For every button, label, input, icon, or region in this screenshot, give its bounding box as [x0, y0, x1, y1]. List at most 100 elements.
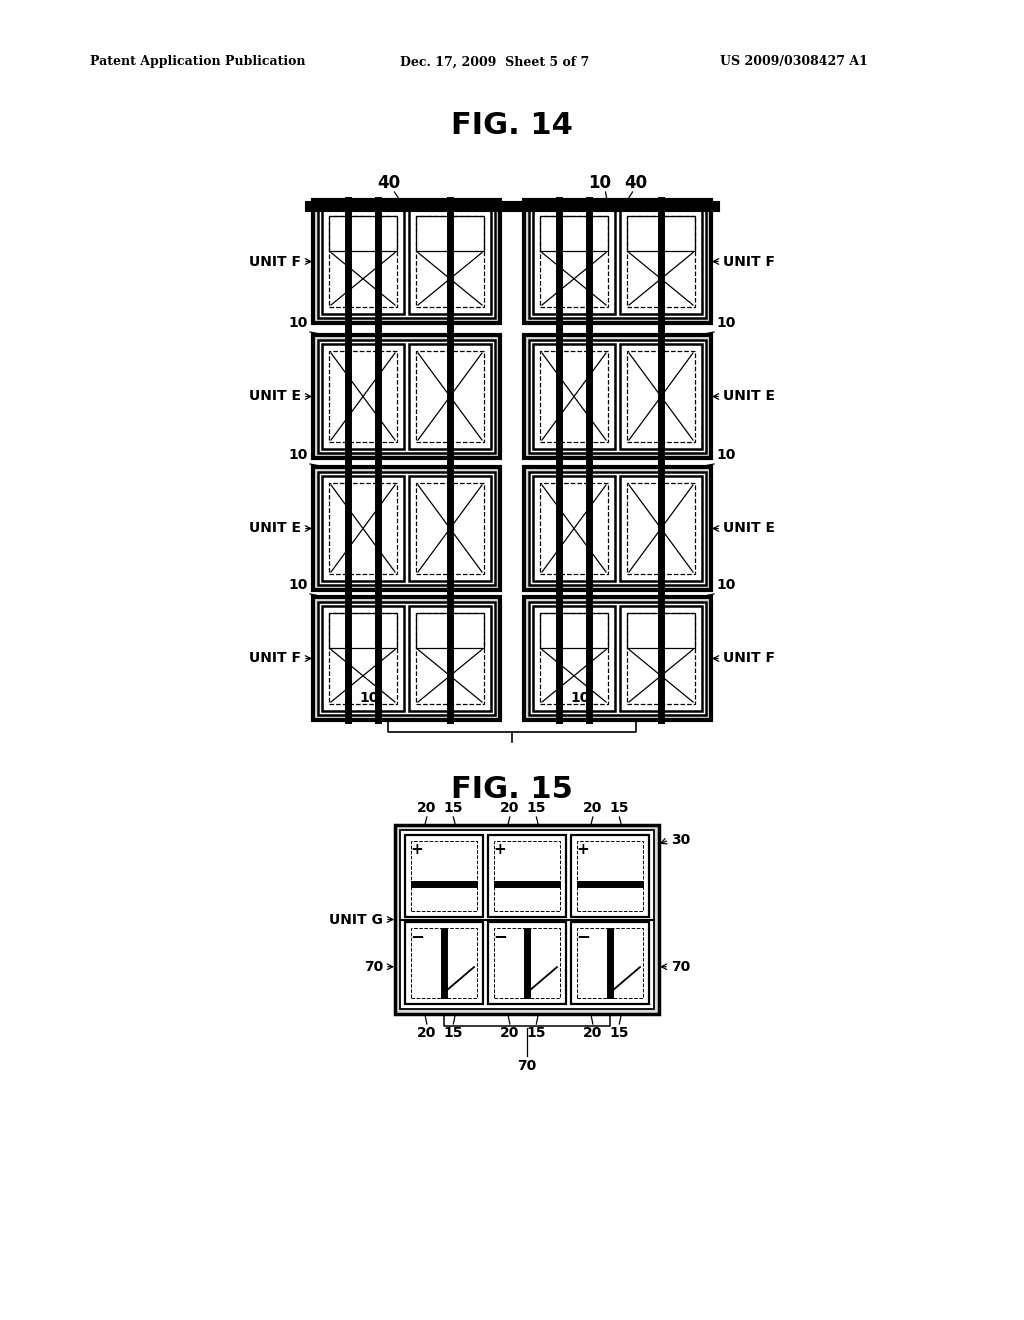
Bar [409, 477, 490, 581]
Text: 10: 10 [289, 447, 308, 462]
Bar [416, 351, 484, 442]
Bar [322, 477, 404, 581]
Text: 10: 10 [716, 447, 735, 462]
Bar [409, 345, 490, 449]
Bar [313, 335, 500, 458]
Bar [406, 836, 483, 917]
Text: UNIT F: UNIT F [723, 652, 775, 665]
Bar [627, 216, 695, 308]
Bar [540, 216, 608, 308]
Bar [329, 612, 397, 704]
Text: Dec. 17, 2009  Sheet 5 of 7: Dec. 17, 2009 Sheet 5 of 7 [400, 55, 589, 69]
Bar [318, 473, 495, 585]
Text: −: − [494, 927, 507, 945]
Bar [540, 612, 608, 648]
Text: 10: 10 [289, 578, 308, 591]
Text: 15: 15 [526, 1026, 546, 1040]
Bar [529, 341, 706, 453]
Text: UNIT F: UNIT F [249, 255, 301, 268]
Bar [524, 201, 711, 323]
Bar [524, 597, 711, 719]
Text: +: + [577, 842, 590, 857]
Bar [313, 597, 500, 719]
Text: 30: 30 [671, 833, 690, 847]
Text: 10: 10 [570, 690, 590, 705]
Bar [524, 335, 711, 458]
Bar [540, 612, 608, 704]
Bar [577, 841, 643, 911]
Bar [329, 216, 397, 308]
Text: 40: 40 [624, 174, 647, 191]
Text: 20: 20 [417, 801, 436, 814]
Bar [620, 477, 702, 581]
Text: Patent Application Publication: Patent Application Publication [90, 55, 305, 69]
Bar [406, 921, 483, 1005]
Bar [524, 467, 711, 590]
Text: 20: 20 [500, 801, 519, 814]
Bar [627, 216, 695, 251]
Bar [416, 216, 484, 251]
Bar [313, 201, 500, 323]
Text: UNIT F: UNIT F [723, 255, 775, 268]
Bar [488, 921, 566, 1005]
Text: 15: 15 [526, 801, 546, 814]
Bar [409, 209, 490, 314]
Bar [411, 928, 477, 998]
Bar [318, 341, 495, 453]
Bar [416, 612, 484, 648]
Bar [627, 612, 695, 648]
Bar [318, 602, 495, 715]
Bar [329, 483, 397, 574]
Bar [620, 606, 702, 711]
Text: 20: 20 [583, 801, 602, 814]
Text: 10: 10 [716, 315, 735, 330]
Text: 70: 70 [517, 1059, 537, 1073]
Text: 10: 10 [359, 690, 379, 705]
Bar [540, 216, 608, 251]
Bar [529, 602, 706, 715]
Text: 10: 10 [289, 315, 308, 330]
Bar [329, 612, 397, 648]
Bar [329, 216, 397, 251]
Bar [409, 606, 490, 711]
Bar [329, 351, 397, 442]
Text: US 2009/0308427 A1: US 2009/0308427 A1 [720, 55, 868, 69]
Text: +: + [411, 842, 423, 857]
Text: UNIT G: UNIT G [329, 912, 383, 927]
Text: 10: 10 [716, 578, 735, 591]
Text: 15: 15 [609, 801, 629, 814]
Bar [494, 928, 560, 998]
Bar [534, 606, 615, 711]
Text: +: + [494, 842, 507, 857]
Bar [540, 351, 608, 442]
Bar [411, 841, 477, 911]
Bar [416, 216, 484, 308]
Text: UNIT E: UNIT E [723, 521, 775, 536]
Bar [571, 836, 649, 917]
Text: 20: 20 [583, 1026, 602, 1040]
Bar [620, 209, 702, 314]
Text: 70: 70 [671, 960, 690, 974]
Text: 15: 15 [443, 801, 463, 814]
Text: 20: 20 [417, 1026, 436, 1040]
Text: UNIT E: UNIT E [249, 389, 301, 404]
Bar [571, 921, 649, 1005]
Bar [322, 209, 404, 314]
Bar [416, 483, 484, 574]
Bar [395, 825, 659, 1014]
Bar [529, 205, 706, 318]
Bar [322, 345, 404, 449]
Text: 40: 40 [377, 174, 400, 191]
Text: FIG. 15: FIG. 15 [451, 776, 573, 804]
Bar [577, 928, 643, 998]
Text: UNIT E: UNIT E [723, 389, 775, 404]
Bar [416, 612, 484, 704]
Text: −: − [577, 927, 590, 945]
Text: UNIT E: UNIT E [249, 521, 301, 536]
Bar [400, 830, 654, 1008]
Text: FIG. 14: FIG. 14 [451, 111, 573, 140]
Bar [534, 477, 615, 581]
Text: 20: 20 [500, 1026, 519, 1040]
Bar [529, 473, 706, 585]
Bar [318, 205, 495, 318]
